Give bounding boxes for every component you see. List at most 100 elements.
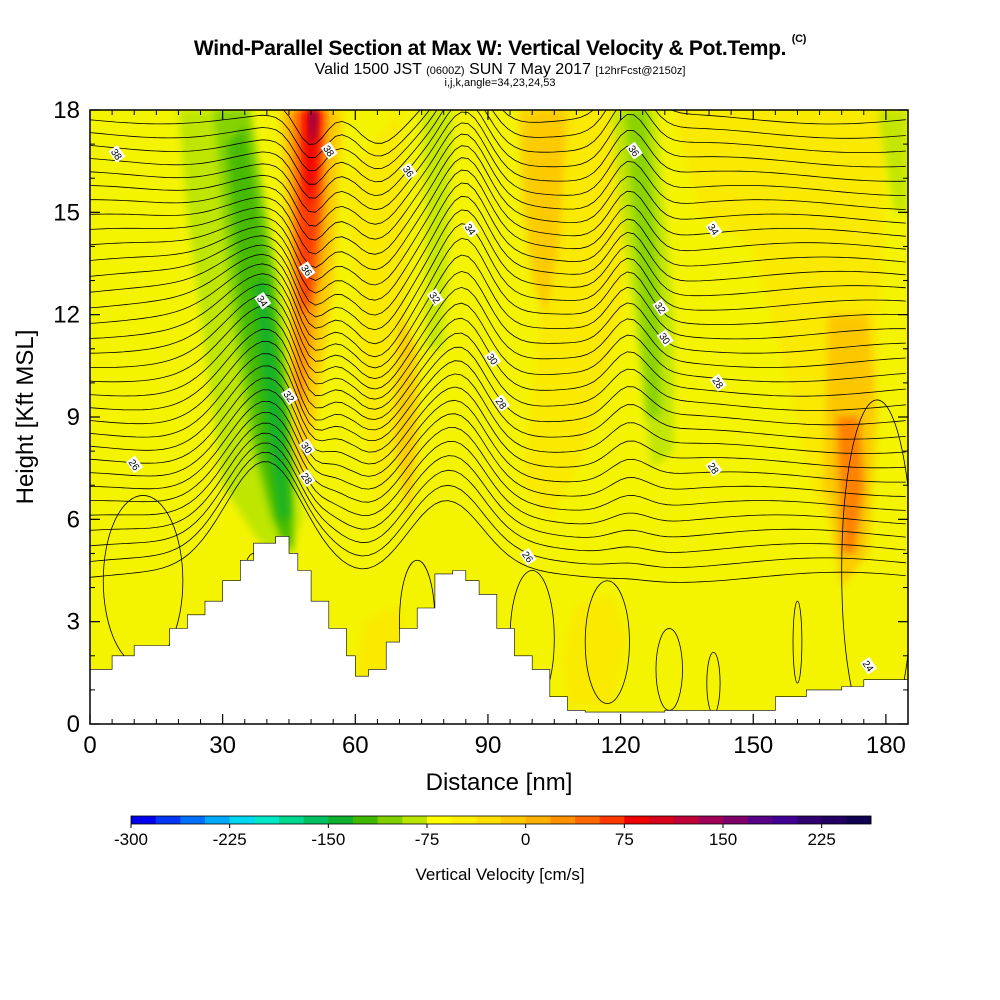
y-tick-label: 9 [67, 404, 80, 431]
colorbar-tick-label: 75 [615, 830, 634, 849]
contour-label: 26 [519, 547, 537, 566]
terrain-profile [90, 536, 908, 724]
theta-contour-line [90, 270, 906, 380]
contour-label: 36 [400, 162, 418, 181]
colorbar-swatch [476, 816, 502, 824]
contour-label: 32 [652, 298, 670, 316]
colorbar-tick-label: 150 [709, 830, 737, 849]
contour-label: 34 [705, 220, 723, 238]
contour-label: 38 [320, 141, 338, 160]
theta-contour-line [90, 328, 906, 420]
colorbar-frame [130, 815, 872, 825]
theta-contour-line [90, 451, 906, 569]
colorbar-swatch [377, 816, 403, 824]
y-tick-label: 3 [67, 609, 80, 636]
colorbar-swatch [229, 816, 255, 824]
contour-label-bg [860, 656, 878, 675]
contour-label-bg [280, 387, 298, 406]
colorbar-swatch [649, 816, 675, 824]
theta-contour-line [90, 461, 906, 583]
colorbar-swatch [303, 816, 329, 824]
theta-contour-loop [584, 580, 630, 704]
contour-label: 32 [280, 387, 298, 406]
colorbar-swatch [402, 816, 428, 824]
colorbar-swatch [575, 816, 601, 824]
downdraft-strong [253, 280, 289, 520]
colorbar-swatch [698, 816, 724, 824]
colorbar-swatch [205, 816, 231, 824]
terrain [90, 536, 908, 724]
theta-contour-line [90, 302, 906, 400]
contour-label-bg [400, 162, 418, 181]
y-tick-label: 0 [67, 711, 80, 738]
contour-label-bg [519, 547, 537, 566]
colorbar-swatch [723, 816, 749, 824]
theta-contour-line [90, 365, 906, 454]
colorbar-swatch [353, 816, 379, 824]
chart-title: Wind-Parallel Section at Max W: Vertical… [0, 33, 1000, 61]
forecast-info: [12hrFcst@2150z] [595, 65, 686, 77]
updraft-light [563, 594, 630, 707]
theta-contour-line [90, 422, 906, 525]
contour-label-bg [709, 373, 727, 392]
contour-label-bg [462, 220, 480, 239]
contour-label-bg [656, 329, 674, 348]
colorbar-swatch [254, 816, 280, 824]
contour-label: 24 [860, 656, 878, 675]
colorbar-swatch [550, 816, 576, 824]
theta-contour-loop [792, 600, 803, 684]
theta-contour-line [90, 442, 906, 553]
contour-label: 28 [298, 469, 316, 488]
theta-contour-line [90, 353, 906, 441]
theta-contour-loop [841, 399, 908, 724]
updraft-mid [518, 110, 568, 315]
colorbar-tick-label: -225 [213, 830, 247, 849]
theta-contour-line [90, 412, 906, 511]
theta-contour-line [90, 209, 906, 331]
theta-contour-line [90, 195, 906, 316]
y-tick-label: 6 [67, 506, 80, 533]
colorbar-swatch [821, 816, 847, 824]
colorbar: -300 -225 -150 -75 0 75 150 225 [114, 815, 872, 849]
contour-label: 28 [493, 394, 511, 412]
contour-label-bg [108, 145, 126, 163]
theta-contour-line [90, 110, 906, 185]
contour-label: 28 [709, 373, 727, 392]
colorbar-tick-label: 0 [521, 830, 530, 849]
theta-contour-line [90, 110, 906, 172]
updraft-core [304, 110, 320, 213]
contour-label: 30 [484, 349, 502, 368]
colorbar-swatch [772, 816, 798, 824]
colorbar-swatch [328, 816, 354, 824]
x-tick-label: 0 [83, 732, 96, 759]
colorbar-swatch [279, 816, 305, 824]
contour-label-bg [298, 469, 316, 488]
contour-label-bg [625, 141, 643, 160]
y-tick-label: 18 [53, 97, 80, 124]
theta-contour-line [90, 122, 906, 227]
colorbar-swatch [180, 816, 206, 824]
theta-contour-line [90, 182, 906, 301]
contour-label: 36 [625, 141, 643, 160]
copyright-mark: (C) [791, 33, 807, 45]
contour-label-bg [426, 288, 444, 307]
contour-label: 30 [298, 438, 316, 456]
updraft-mid [395, 314, 418, 520]
theta-contour-line [90, 110, 906, 159]
contour-label: 38 [108, 145, 126, 163]
x-tick-label: 30 [209, 732, 236, 759]
x-tick-label: 180 [866, 732, 906, 759]
theta-contour-line [90, 223, 906, 345]
contour-label: 26 [126, 455, 144, 473]
colorbar-swatch [501, 816, 527, 824]
theta-contour-line [90, 110, 906, 199]
colorbar-swatch [797, 816, 823, 824]
colorbar-swatch [673, 816, 699, 824]
colorbar-swatch [846, 816, 872, 824]
colorbar-swatch [747, 816, 773, 824]
y-axis-label: Height [Kft MSL] [12, 330, 39, 505]
colorbar-tick-label: -300 [114, 830, 148, 849]
theta-contour-line [90, 401, 906, 497]
